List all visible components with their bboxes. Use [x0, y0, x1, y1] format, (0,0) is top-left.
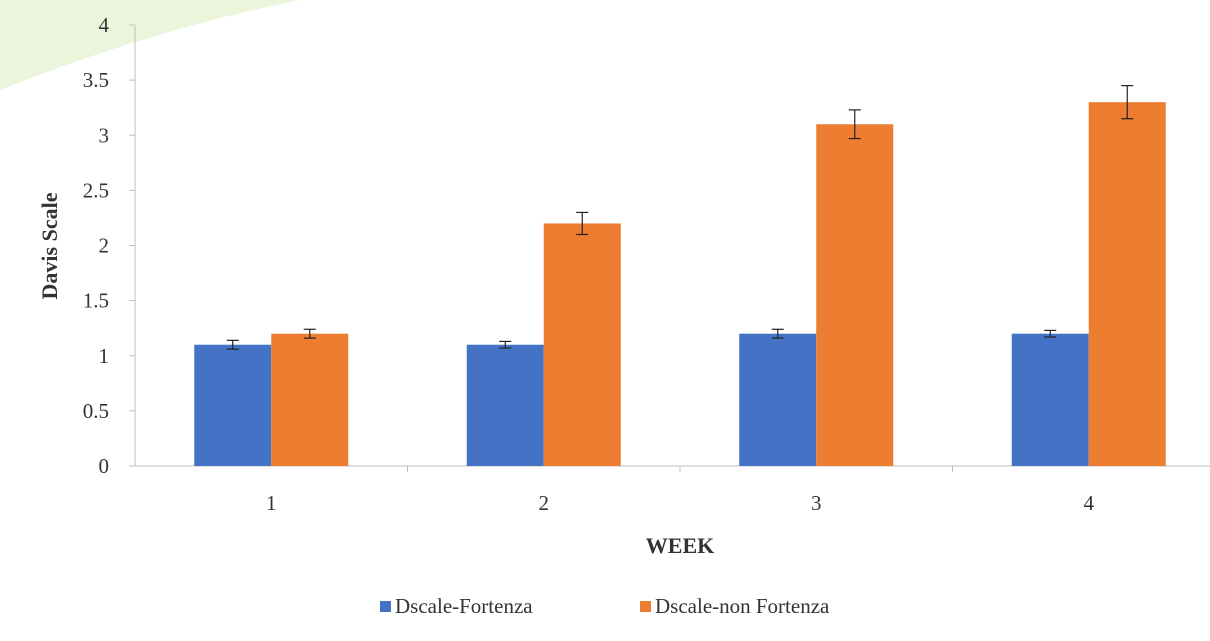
- x-axis-label: WEEK: [646, 533, 714, 558]
- x-tick-label: 4: [1084, 491, 1095, 515]
- y-tick-label: 2.5: [83, 178, 109, 202]
- x-tick-label: 2: [539, 491, 550, 515]
- legend-swatch: [640, 601, 651, 612]
- bar-non-fortenza-week-4: [1088, 102, 1166, 467]
- bar-non-fortenza-week-1: [271, 333, 349, 466]
- legend-label: Dscale-non Fortenza: [655, 594, 830, 618]
- legend-swatch: [380, 601, 391, 612]
- y-tick-label: 1: [99, 344, 110, 368]
- corner-watermark: [0, 0, 300, 90]
- bar-fortenza-week-2: [466, 344, 544, 466]
- y-tick-label: 0.5: [83, 399, 109, 423]
- bar-series: [194, 102, 1166, 467]
- y-tick-label: 3: [99, 123, 110, 147]
- x-tick-label: 3: [811, 491, 822, 515]
- y-axis-label: Davis Scale: [37, 192, 62, 299]
- bar-fortenza-week-3: [739, 333, 817, 466]
- legend-label: Dscale-Fortenza: [395, 594, 533, 618]
- bar-non-fortenza-week-3: [816, 124, 894, 466]
- y-tick-label: 1.5: [83, 289, 109, 313]
- x-axis-ticks: 1 2 3 4: [266, 466, 1095, 515]
- error-bars: [226, 85, 1134, 350]
- y-tick-label: 4: [99, 13, 110, 37]
- y-tick-label: 0: [99, 454, 110, 478]
- y-tick-label: 3.5: [83, 68, 109, 92]
- bar-fortenza-week-1: [194, 344, 272, 466]
- bar-fortenza-week-4: [1011, 333, 1089, 466]
- y-tick-label: 2: [99, 234, 110, 258]
- y-axis-ticks: 0 0.5 1 1.5 2 2.5 3 3.5 4: [83, 13, 135, 478]
- bar-non-fortenza-week-2: [543, 223, 621, 466]
- x-tick-label: 1: [266, 491, 277, 515]
- legend: Dscale-Fortenza Dscale-non Fortenza: [380, 594, 830, 618]
